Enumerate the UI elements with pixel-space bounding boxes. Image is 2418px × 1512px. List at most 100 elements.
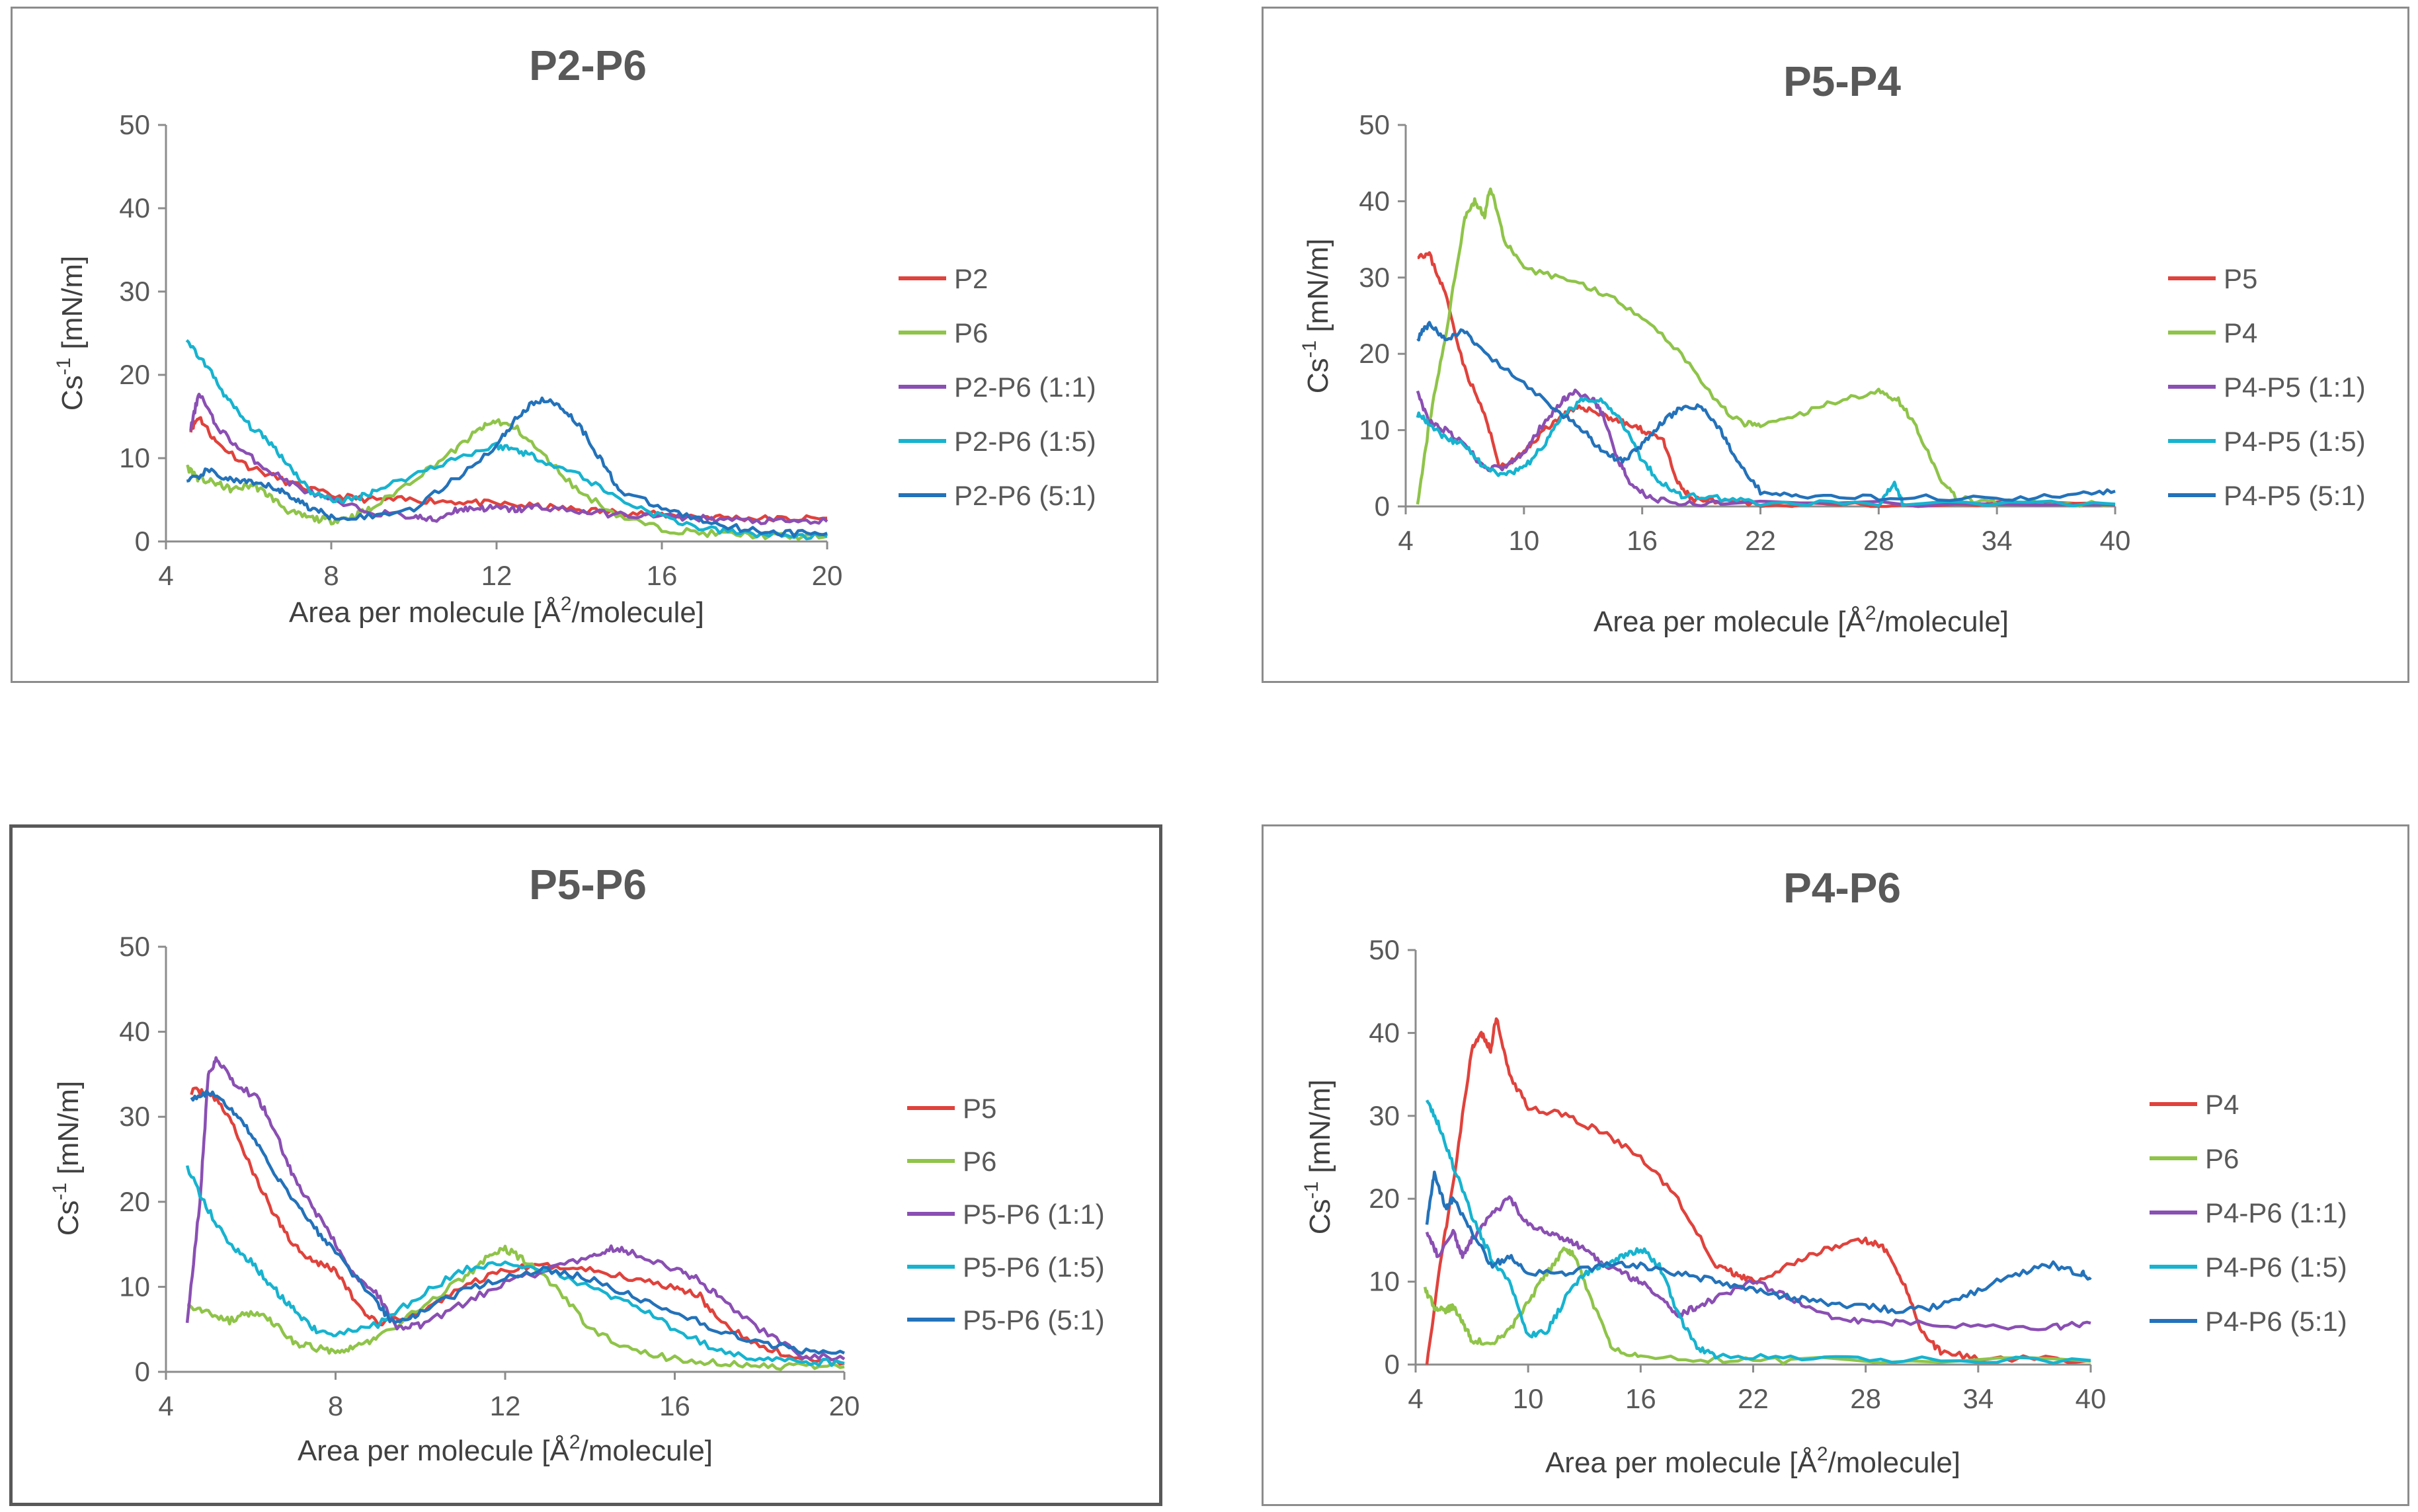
x-tick-label: 4 bbox=[1398, 525, 1413, 556]
y-tick-label: 40 bbox=[119, 1016, 150, 1047]
x-tick-label: 10 bbox=[1513, 1383, 1544, 1414]
x-axis-label: Area per molecule [Å2/molecule] bbox=[298, 1431, 713, 1467]
y-tick-label: 30 bbox=[1359, 262, 1390, 293]
y-tick-label: 10 bbox=[119, 1271, 150, 1302]
y-axis-label: Cs-1 [mN/m] bbox=[1301, 1080, 1336, 1234]
y-tick-label: 0 bbox=[1375, 491, 1390, 522]
legend-label: P6 bbox=[954, 317, 988, 348]
series-line-p4-p6-1-1 bbox=[1425, 1195, 2091, 1332]
y-tick-label: 0 bbox=[1385, 1349, 1400, 1380]
x-tick-label: 16 bbox=[1627, 525, 1658, 556]
chart-title: P2-P6 bbox=[529, 42, 647, 89]
legend-label: P4-P5 (1:1) bbox=[2224, 372, 2366, 403]
legend-label: P6 bbox=[2205, 1143, 2239, 1174]
y-tick-label: 40 bbox=[1359, 185, 1390, 216]
series-line-p5 bbox=[190, 1086, 845, 1367]
series-line-p2-p6-5-1 bbox=[186, 396, 828, 538]
series-line-p5 bbox=[1417, 251, 2116, 508]
series-line-p6 bbox=[1423, 1246, 2091, 1365]
chart-panel-p2-p6: P2-P6 0 10 20 30 40 50 4 8 12 16 20 Area per molecul… bbox=[11, 7, 1158, 683]
series-line-p6 bbox=[186, 1244, 845, 1371]
x-tick-label: 12 bbox=[481, 560, 512, 591]
x-tick-label: 8 bbox=[323, 560, 339, 591]
y-tick-label: 30 bbox=[119, 276, 150, 307]
y-axis-label: Cs-1 [mN/m] bbox=[53, 256, 89, 411]
y-tick-label: 10 bbox=[1359, 415, 1390, 446]
x-axis-label: Area per molecule [Å2/molecule] bbox=[1593, 602, 2009, 638]
chart-title: P5-P4 bbox=[1783, 58, 1901, 105]
x-tick-label: 10 bbox=[1508, 525, 1539, 556]
x-tick-label: 22 bbox=[1745, 525, 1776, 556]
x-axis-label: Area per molecule [Å2/molecule] bbox=[289, 593, 704, 629]
x-tick-label: 4 bbox=[158, 1390, 173, 1421]
x-tick-label: 8 bbox=[328, 1390, 343, 1421]
y-tick-label: 50 bbox=[1369, 934, 1400, 965]
y-tick-label: 30 bbox=[1369, 1100, 1400, 1131]
y-tick-label: 10 bbox=[119, 442, 150, 473]
x-tick-label: 22 bbox=[1738, 1383, 1769, 1414]
y-tick-label: 30 bbox=[119, 1101, 150, 1132]
x-tick-label: 16 bbox=[659, 1390, 690, 1421]
series-line-p5-p6-1-5 bbox=[185, 1165, 845, 1367]
y-tick-label: 20 bbox=[119, 359, 150, 390]
legend-label: P4-P6 (1:5) bbox=[2205, 1252, 2347, 1283]
x-tick-label: 4 bbox=[1408, 1383, 1423, 1414]
chart-panel-p5-p6: P5-P6 0 10 20 30 40 50 4 8 12 16 20 Area per molecul… bbox=[9, 824, 1162, 1506]
series-line-p4 bbox=[1425, 1017, 2091, 1365]
chart-svg: P4-P6 0 10 20 30 40 50 4 10 16 22 28 34 40 Area per mo… bbox=[1301, 864, 2347, 1479]
legend-label: P4-P5 (1:5) bbox=[2224, 426, 2366, 457]
series-line-p5-p6-1-1 bbox=[185, 1056, 846, 1362]
legend-label: P2-P6 (1:1) bbox=[954, 372, 1096, 403]
chart-svg: P5-P6 0 10 20 30 40 50 4 8 12 16 20 Area per molecul… bbox=[49, 861, 1105, 1467]
series-line-p2 bbox=[189, 416, 827, 523]
series-line-p4-p6-1-5 bbox=[1425, 1099, 2091, 1365]
x-tick-label: 20 bbox=[812, 560, 843, 591]
series-line-p4-p5-5-1 bbox=[1416, 321, 2116, 502]
x-axis-label: Area per molecule [Å2/molecule] bbox=[1545, 1443, 1960, 1479]
y-tick-label: 50 bbox=[119, 109, 150, 140]
x-tick-label: 40 bbox=[2100, 525, 2131, 556]
x-tick-label: 28 bbox=[1850, 1383, 1881, 1414]
x-tick-label: 4 bbox=[158, 560, 173, 591]
legend-label: P5 bbox=[2224, 263, 2257, 294]
series-line-p4 bbox=[1416, 187, 2116, 508]
legend-label: P5-P6 (1:1) bbox=[963, 1199, 1105, 1230]
legend-label: P5 bbox=[963, 1093, 996, 1124]
y-axis-label: Cs-1 [mN/m] bbox=[49, 1081, 85, 1236]
chart-panel-p5-p4: P5-P4 0 10 20 30 40 50 4 10 16 22 28 34 40 Area per mo… bbox=[1262, 7, 2409, 683]
series-line-p2-p6-1-1 bbox=[189, 392, 828, 526]
x-tick-label: 34 bbox=[1962, 1383, 1994, 1414]
series-line-p5-p6-5-1 bbox=[190, 1090, 845, 1355]
x-tick-label: 20 bbox=[829, 1390, 860, 1421]
legend-label: P4-P5 (5:1) bbox=[2224, 480, 2366, 511]
legend-label: P6 bbox=[963, 1146, 996, 1177]
y-tick-label: 0 bbox=[135, 1356, 150, 1387]
legend-label: P2-P6 (5:1) bbox=[954, 480, 1096, 511]
series-line-p4-p5-1-5 bbox=[1416, 397, 2116, 508]
x-tick-label: 16 bbox=[1625, 1383, 1656, 1414]
legend-label: P4-P6 (5:1) bbox=[2205, 1306, 2347, 1337]
x-tick-label: 40 bbox=[2075, 1383, 2107, 1414]
chart-panel-p4-p6: P4-P6 0 10 20 30 40 50 4 10 16 22 28 34 40 Area per mo… bbox=[1262, 824, 2409, 1506]
y-tick-label: 20 bbox=[1369, 1183, 1400, 1214]
chart-title: P5-P6 bbox=[529, 861, 647, 908]
series-line-p4-p6-5-1 bbox=[1425, 1170, 2092, 1314]
x-tick-label: 34 bbox=[1982, 525, 2013, 556]
y-tick-label: 20 bbox=[1359, 338, 1390, 369]
x-tick-label: 28 bbox=[1863, 525, 1894, 556]
y-tick-label: 20 bbox=[119, 1186, 150, 1217]
legend-label: P2-P6 (1:5) bbox=[954, 426, 1096, 457]
y-tick-label: 40 bbox=[1369, 1017, 1400, 1048]
chart-svg: P2-P6 0 10 20 30 40 50 4 8 12 16 20 Area per molecul… bbox=[53, 42, 1096, 629]
legend-label: P4-P6 (1:1) bbox=[2205, 1197, 2347, 1228]
legend-label: P2 bbox=[954, 263, 988, 294]
chart-svg: P5-P4 0 10 20 30 40 50 4 10 16 22 28 34 40 Area per mo… bbox=[1299, 58, 2366, 638]
series-line-p4-p5-1-1 bbox=[1416, 388, 2116, 508]
chart-title: P4-P6 bbox=[1783, 864, 1901, 912]
y-tick-label: 10 bbox=[1369, 1266, 1400, 1297]
x-tick-label: 16 bbox=[647, 560, 678, 591]
legend-label: P4 bbox=[2224, 317, 2257, 348]
y-tick-label: 50 bbox=[1359, 109, 1390, 140]
y-tick-label: 40 bbox=[119, 192, 150, 223]
legend-label: P5-P6 (1:5) bbox=[963, 1252, 1105, 1283]
